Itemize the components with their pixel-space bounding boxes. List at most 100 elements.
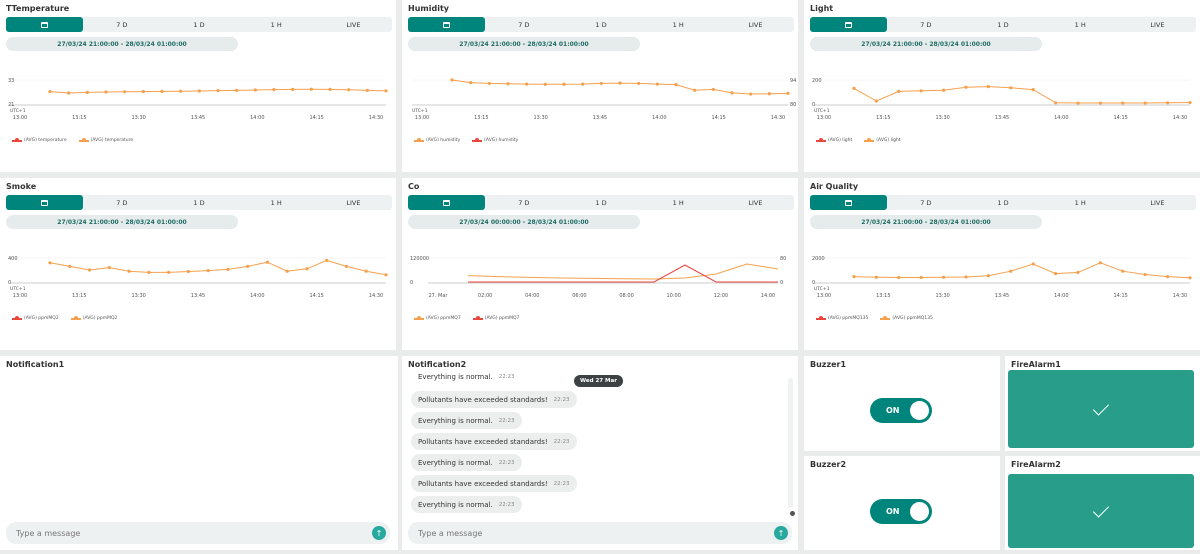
range-button-7d[interactable]: 7 D	[518, 198, 530, 207]
range-button-1d[interactable]: 1 D	[997, 198, 1009, 207]
data-point[interactable]	[1121, 269, 1125, 273]
data-point[interactable]	[216, 89, 220, 93]
range-button-live[interactable]: LIVE	[1150, 198, 1165, 207]
range-button-1h[interactable]: 1 H	[1074, 20, 1086, 29]
data-point[interactable]	[767, 92, 771, 96]
data-point[interactable]	[226, 267, 230, 271]
data-point[interactable]	[618, 81, 622, 85]
data-point[interactable]	[506, 82, 510, 86]
data-point[interactable]	[107, 266, 111, 270]
data-point[interactable]	[581, 82, 585, 86]
data-point[interactable]	[852, 275, 856, 279]
data-point[interactable]	[637, 81, 641, 86]
range-button-7d[interactable]: 7 D	[920, 20, 932, 29]
data-point[interactable]	[305, 267, 309, 271]
data-point[interactable]	[328, 87, 332, 91]
data-point[interactable]	[67, 91, 71, 95]
data-point[interactable]	[365, 88, 369, 92]
data-point[interactable]	[309, 87, 313, 91]
data-point[interactable]	[147, 270, 151, 274]
data-point[interactable]	[127, 269, 131, 273]
data-point[interactable]	[487, 81, 491, 86]
data-point[interactable]	[964, 85, 968, 89]
data-point[interactable]	[1054, 272, 1058, 276]
data-point[interactable]	[141, 90, 145, 94]
data-point[interactable]	[1098, 101, 1102, 105]
data-point[interactable]	[942, 275, 946, 279]
data-point[interactable]	[852, 86, 856, 90]
data-point[interactable]	[123, 90, 127, 94]
range-button-live[interactable]: LIVE	[748, 20, 763, 29]
legend-item[interactable]: (AVG) humidity	[414, 138, 460, 143]
scrollbar[interactable]	[788, 378, 793, 508]
data-point[interactable]	[1076, 101, 1080, 105]
legend-item[interactable]: (AVG) humidity	[472, 138, 518, 143]
data-point[interactable]	[919, 275, 923, 280]
data-point[interactable]	[291, 87, 295, 91]
data-point[interactable]	[1031, 262, 1035, 266]
range-button-7d[interactable]: 7 D	[116, 198, 128, 207]
message-bubble[interactable]: Pollutants have exceeded standards! 22:23	[411, 433, 577, 450]
data-point[interactable]	[1098, 261, 1102, 265]
calendar-button[interactable]	[810, 195, 888, 210]
data-point[interactable]	[285, 269, 289, 273]
data-point[interactable]	[730, 91, 734, 95]
data-point[interactable]	[87, 268, 92, 272]
data-point[interactable]	[364, 269, 368, 273]
message-bubble[interactable]: Everything is normal. 22:23	[411, 412, 522, 429]
data-point[interactable]	[1121, 101, 1125, 105]
date-range[interactable]: 27/03/24 21:00:00 - 28/03/24 01:00:00	[810, 215, 1042, 229]
data-point[interactable]	[1054, 101, 1058, 105]
date-range[interactable]: 27/03/24 21:00:00 - 28/03/24 01:00:00	[810, 37, 1042, 51]
data-point[interactable]	[246, 264, 250, 268]
range-button-1h[interactable]: 1 H	[672, 20, 684, 29]
message-bubble[interactable]: Everything is normal. 22:23	[411, 454, 522, 471]
data-point[interactable]	[525, 82, 529, 86]
legend-item[interactable]: (AVG) temperature	[12, 138, 67, 143]
range-button-7d[interactable]: 7 D	[116, 20, 128, 29]
legend-item[interactable]: (AVG) temperature	[78, 138, 133, 143]
range-button-1d[interactable]: 1 D	[595, 198, 607, 207]
send-button[interactable]: ↑	[372, 526, 386, 540]
send-button[interactable]: ↑	[774, 526, 788, 540]
message-input[interactable]: Type a message ↑	[408, 522, 792, 544]
data-point[interactable]	[272, 88, 276, 92]
range-button-7d[interactable]: 7 D	[920, 198, 932, 207]
legend-item[interactable]: (AVG) light	[816, 138, 852, 143]
data-point[interactable]	[599, 81, 603, 86]
message-input[interactable]: Type a message ↑	[6, 522, 390, 544]
data-point[interactable]	[1188, 276, 1192, 280]
range-button-1h[interactable]: 1 H	[270, 20, 282, 29]
data-point[interactable]	[384, 89, 388, 93]
scrollbar-thumb[interactable]	[790, 511, 795, 516]
legend-item[interactable]: (AVG) ppmMQ7	[414, 316, 461, 321]
data-point[interactable]	[674, 83, 678, 87]
range-button-1h[interactable]: 1 H	[1074, 198, 1086, 207]
data-point[interactable]	[206, 269, 210, 273]
data-point[interactable]	[384, 273, 388, 277]
date-range[interactable]: 27/03/24 21:00:00 - 28/03/24 01:00:00	[408, 37, 640, 51]
range-button-live[interactable]: LIVE	[748, 198, 763, 207]
calendar-button[interactable]	[408, 195, 486, 210]
data-point[interactable]	[235, 88, 239, 92]
message-bubble[interactable]: Pollutants have exceeded standards! 22:23	[411, 391, 577, 408]
data-point[interactable]	[919, 89, 923, 93]
data-point[interactable]	[48, 261, 52, 265]
data-point[interactable]	[1166, 275, 1170, 279]
data-point[interactable]	[186, 269, 190, 274]
data-point[interactable]	[325, 258, 329, 262]
legend-item[interactable]: (AVG) ppmMQ2	[70, 316, 117, 321]
data-point[interactable]	[964, 275, 968, 279]
range-button-1h[interactable]: 1 H	[270, 198, 282, 207]
data-point[interactable]	[693, 88, 697, 92]
calendar-button[interactable]	[6, 17, 84, 32]
data-point[interactable]	[1188, 100, 1192, 105]
data-point[interactable]	[1009, 86, 1013, 90]
range-button-live[interactable]: LIVE	[346, 198, 361, 207]
data-point[interactable]	[1009, 269, 1013, 273]
data-point[interactable]	[1031, 88, 1035, 92]
legend-item[interactable]: (AVG) ppmMQ135	[880, 316, 933, 321]
data-point[interactable]	[450, 78, 454, 82]
data-point[interactable]	[986, 85, 990, 89]
data-point[interactable]	[104, 90, 108, 94]
